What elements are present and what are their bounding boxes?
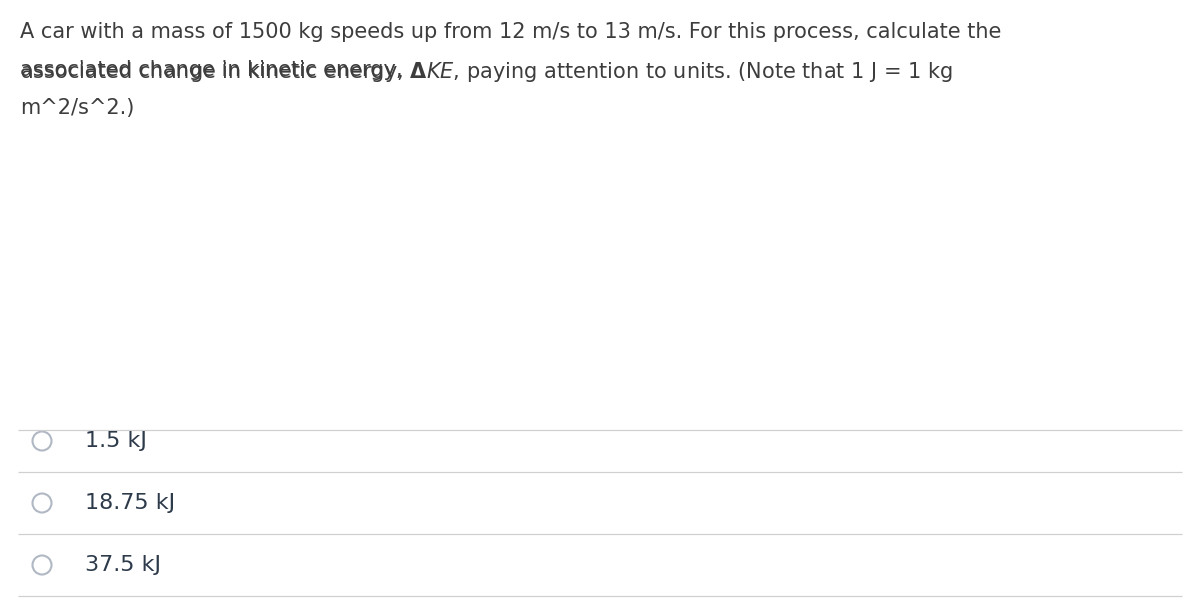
- Text: A car with a mass of 1500 kg speeds up from 12 m/s to 13 m/s. For this process, : A car with a mass of 1500 kg speeds up f…: [20, 22, 1001, 42]
- Text: associated change in kinetic energy,: associated change in kinetic energy,: [20, 60, 409, 80]
- Text: m^2/s^2.): m^2/s^2.): [20, 98, 134, 118]
- Text: 37.5 kJ: 37.5 kJ: [85, 555, 161, 575]
- Text: 18.75 kJ: 18.75 kJ: [85, 493, 175, 513]
- Text: associated change in kinetic energy, $\mathbf{\Delta \it{K}\it{E}}$, paying atte: associated change in kinetic energy, $\m…: [20, 60, 953, 84]
- Text: 1.5 kJ: 1.5 kJ: [85, 431, 146, 451]
